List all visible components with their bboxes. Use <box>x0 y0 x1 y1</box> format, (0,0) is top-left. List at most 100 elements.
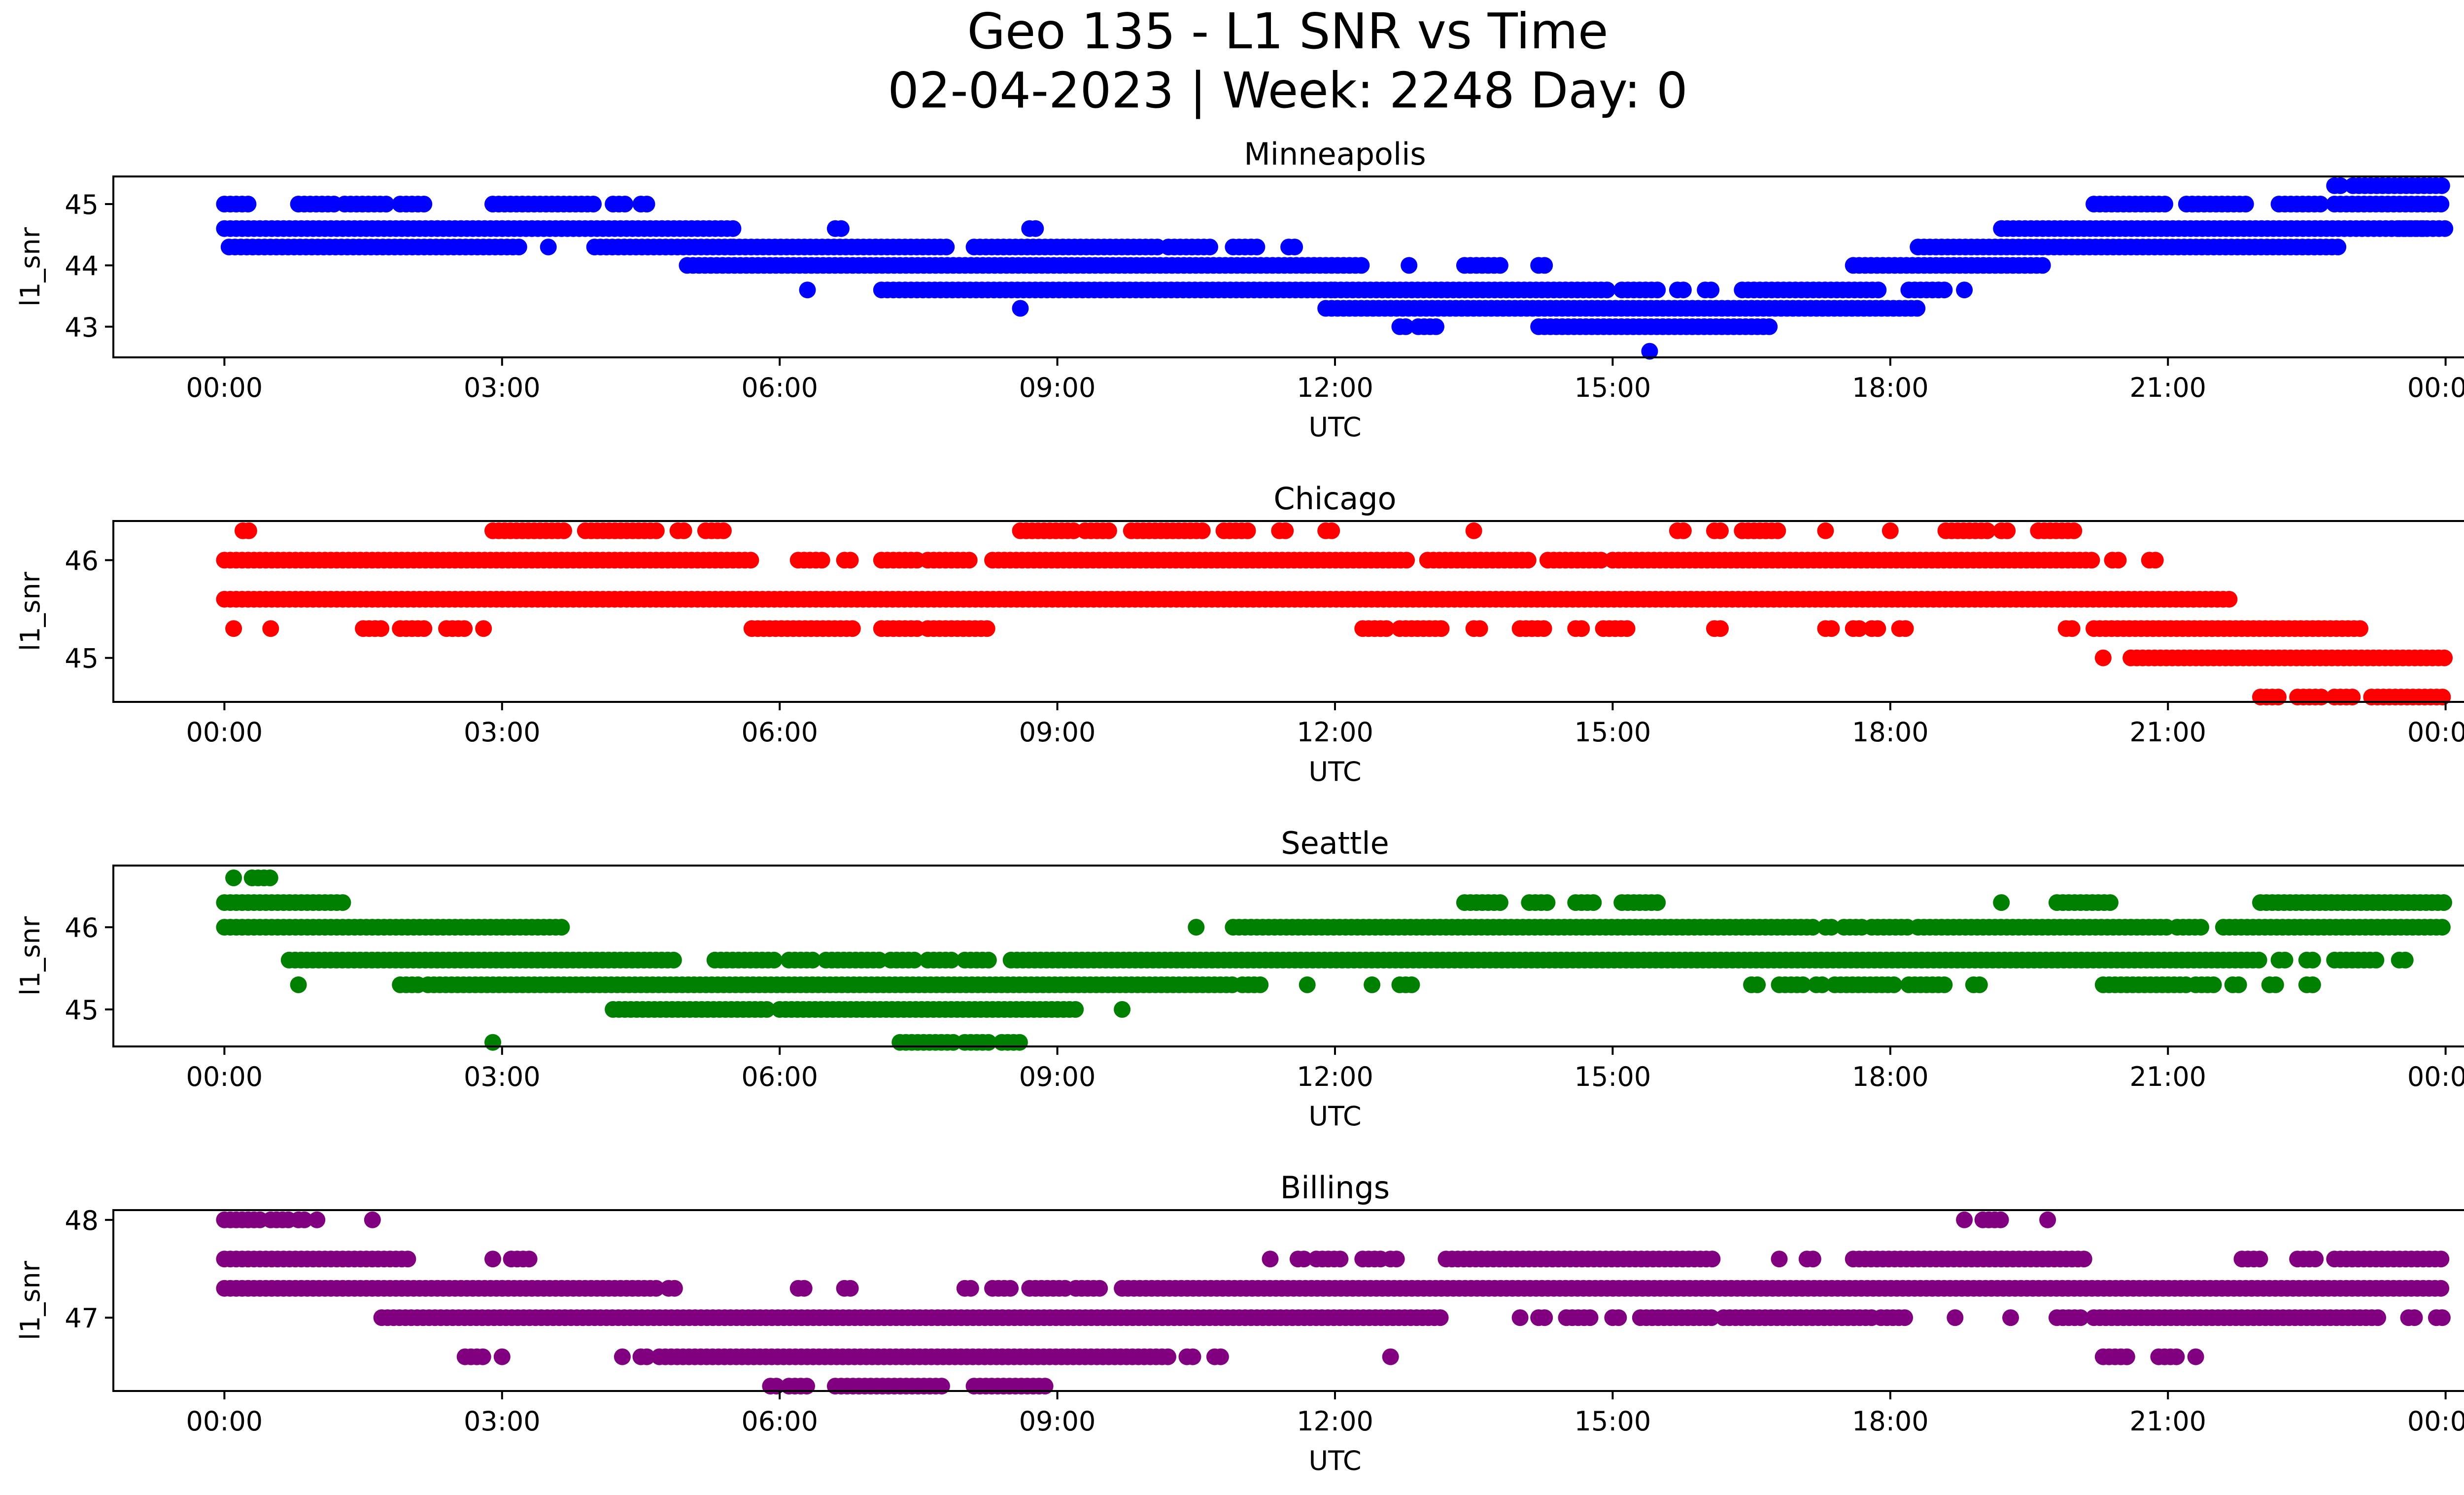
data-point <box>2414 220 2431 237</box>
data-point <box>373 620 390 637</box>
data-point <box>978 620 995 637</box>
x-tick-label: 03:00 <box>464 372 541 403</box>
band-3 <box>679 257 1553 274</box>
data-point <box>675 522 692 539</box>
x-tick-label: 15:00 <box>1574 372 1651 403</box>
data-point <box>1212 1348 1229 1365</box>
data-point <box>1599 281 1615 299</box>
subplot-seattle: Seattle 45 46 00:00 03:00 06:00 09:00 12:00 15:0… <box>15 825 2464 1132</box>
x-tick-label: 00:00 <box>2407 717 2464 748</box>
data-point <box>262 620 279 637</box>
data-point <box>1956 1211 1973 1228</box>
x-tick-label: 12:00 <box>1297 717 1373 748</box>
data-point <box>2352 620 2368 637</box>
data-point <box>1378 620 1395 637</box>
data-point <box>2094 649 2112 666</box>
y-tick-label: 45 <box>65 995 99 1026</box>
data-point <box>2433 919 2451 936</box>
data-point <box>2237 196 2254 212</box>
data-point <box>364 1211 381 1228</box>
data-point <box>2406 1309 2423 1326</box>
data-point <box>1252 976 1269 993</box>
band-1 <box>216 220 1044 237</box>
x-tick-label: 18:00 <box>1852 372 1929 403</box>
x-tick-label: 06:00 <box>741 717 818 748</box>
band-6 <box>1012 300 1926 317</box>
data-point <box>1573 620 1590 637</box>
data-points <box>216 177 2454 360</box>
data-point <box>1956 281 1973 299</box>
band-2 <box>216 919 2451 936</box>
x-tick-label: 00:00 <box>2407 1406 2464 1437</box>
data-point <box>1869 620 1886 637</box>
data-point <box>842 552 859 569</box>
data-point <box>2369 1309 2386 1326</box>
data-points <box>216 869 2452 1051</box>
data-point <box>474 1348 491 1365</box>
x-tick-label: 21:00 <box>2129 372 2206 403</box>
data-point <box>2168 1348 2185 1365</box>
data-point <box>1188 919 1205 936</box>
data-point <box>1539 894 1556 911</box>
data-point <box>308 1211 326 1228</box>
x-tick-label: 09:00 <box>1019 372 1096 403</box>
data-point <box>1471 620 1488 637</box>
data-point <box>1610 1309 1627 1326</box>
data-point <box>960 552 978 569</box>
x-axis-label: UTC <box>1308 756 1361 787</box>
y-tick-label: 43 <box>65 312 99 343</box>
data-point <box>377 196 395 212</box>
data-point <box>1433 620 1450 637</box>
x-tick-label: 00:00 <box>186 1406 263 1437</box>
data-point <box>225 869 242 886</box>
band-1 <box>216 894 2452 911</box>
subplot-minneapolis: Minneapolis 43 44 45 00:00 03:00 06:00 09:00 12:… <box>15 136 2464 443</box>
y-axis-label: l1_snr <box>15 1260 46 1340</box>
data-point <box>799 281 816 299</box>
data-point <box>1388 1251 1405 1268</box>
data-point <box>1332 1251 1349 1268</box>
x-tick-label: 00:00 <box>186 1061 263 1092</box>
x-tick-label: 12:00 <box>1297 1406 1373 1437</box>
band-12 <box>2086 196 2450 212</box>
data-point <box>842 1280 859 1297</box>
subplot-title: Billings <box>1280 1170 1390 1206</box>
x-tick-label: 18:00 <box>1852 1406 1929 1437</box>
data-point <box>1592 552 1609 569</box>
x-axis-label: UTC <box>1308 1445 1361 1476</box>
data-point <box>648 1280 665 1297</box>
data-point <box>1581 1309 1599 1326</box>
axes-frame <box>112 520 2464 703</box>
data-point <box>1823 919 1840 936</box>
data-point <box>1804 1251 1821 1268</box>
data-point <box>666 1280 683 1297</box>
x-tick-label: 00:00 <box>186 372 263 403</box>
data-point <box>1382 1348 1399 1365</box>
band-11 <box>1993 220 2454 237</box>
data-point <box>415 620 433 637</box>
data-point <box>1675 522 1692 539</box>
x-tick-label: 03:00 <box>464 717 541 748</box>
x-tick-label: 09:00 <box>1019 1061 1096 1092</box>
data-point <box>2435 894 2452 911</box>
data-point <box>2433 1309 2451 1326</box>
data-point <box>2002 1309 2019 1326</box>
data-point <box>2432 1251 2450 1268</box>
y-tick-label: 48 <box>65 1205 99 1236</box>
band-1 <box>216 552 2164 569</box>
data-point <box>1239 522 1256 539</box>
x-tick-label: 00:00 <box>2407 1061 2464 1092</box>
x-tick-label: 06:00 <box>741 1406 818 1437</box>
data-point <box>2312 196 2329 212</box>
band-6 <box>484 1034 1028 1051</box>
data-point <box>765 951 783 969</box>
data-point <box>555 522 572 539</box>
figure-title-line-1: Geo 135 - L1 SNR vs Time <box>967 2 1608 60</box>
data-point <box>1749 976 1766 993</box>
data-point <box>742 552 759 569</box>
y-tick-label: 45 <box>65 189 99 220</box>
data-point <box>2039 1211 2056 1228</box>
data-point <box>1992 1211 2009 1228</box>
data-points <box>216 1211 2451 1395</box>
data-point <box>510 239 527 256</box>
